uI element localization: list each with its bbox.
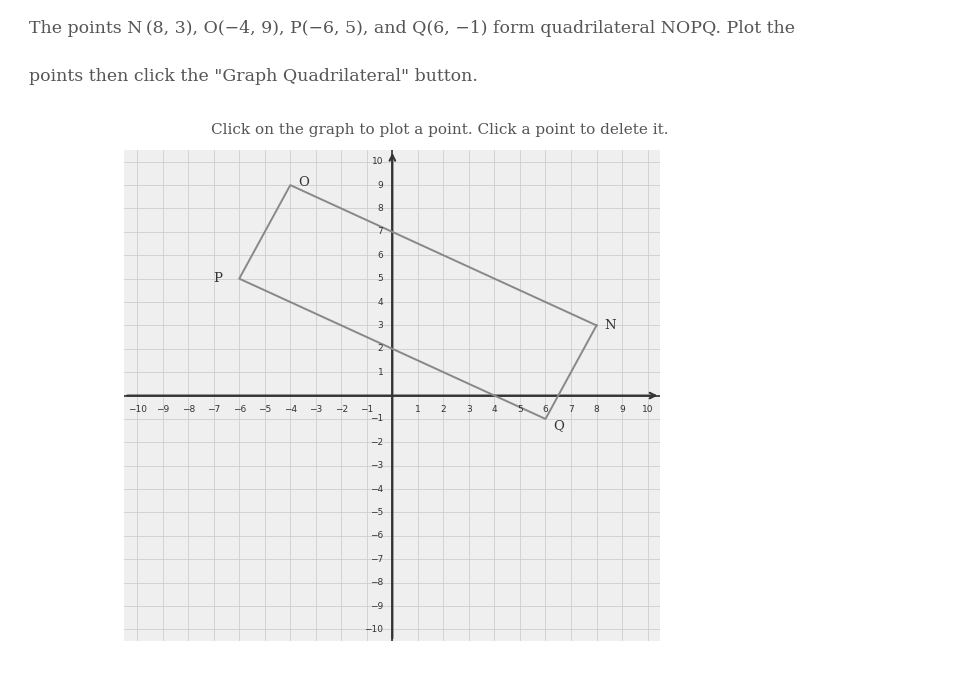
Text: Q: Q — [553, 419, 564, 432]
Text: −1: −1 — [370, 415, 384, 424]
Text: −2: −2 — [370, 438, 384, 447]
Text: −10: −10 — [127, 405, 146, 414]
Text: P: P — [213, 272, 223, 285]
Text: 8: 8 — [593, 405, 599, 414]
Text: 4: 4 — [378, 297, 384, 306]
Text: 8: 8 — [378, 204, 384, 213]
Text: −5: −5 — [370, 508, 384, 517]
Text: −8: −8 — [370, 578, 384, 587]
Text: 5: 5 — [378, 274, 384, 283]
Text: 1: 1 — [415, 405, 421, 414]
Text: −6: −6 — [370, 531, 384, 540]
Text: −1: −1 — [360, 405, 373, 414]
Text: −7: −7 — [207, 405, 220, 414]
Text: −6: −6 — [233, 405, 246, 414]
Text: 7: 7 — [378, 227, 384, 237]
Text: The points N (8, 3), O(−4, 9), P(−6, 5), and Q(6, −1) form quadrilateral NOPQ. P: The points N (8, 3), O(−4, 9), P(−6, 5),… — [29, 20, 794, 38]
Text: −5: −5 — [258, 405, 272, 414]
Text: −4: −4 — [370, 485, 384, 494]
Text: 5: 5 — [517, 405, 523, 414]
Text: −3: −3 — [309, 405, 323, 414]
Text: 7: 7 — [568, 405, 574, 414]
Text: 3: 3 — [378, 321, 384, 330]
Text: 10: 10 — [642, 405, 654, 414]
Text: 6: 6 — [378, 251, 384, 260]
Text: 3: 3 — [466, 405, 472, 414]
Text: 2: 2 — [378, 344, 384, 353]
Text: −3: −3 — [370, 461, 384, 470]
Text: −4: −4 — [283, 405, 297, 414]
Text: −7: −7 — [370, 554, 384, 564]
Text: N: N — [604, 319, 615, 332]
Text: −8: −8 — [182, 405, 195, 414]
Text: −2: −2 — [335, 405, 348, 414]
Text: 9: 9 — [378, 181, 384, 190]
Text: 9: 9 — [619, 405, 625, 414]
Text: points then click the "Graph Quadrilateral" button.: points then click the "Graph Quadrilater… — [29, 68, 478, 85]
Text: 10: 10 — [372, 158, 384, 166]
Text: 2: 2 — [440, 405, 446, 414]
Text: −10: −10 — [365, 625, 384, 634]
Text: −9: −9 — [370, 602, 384, 610]
Text: 4: 4 — [492, 405, 498, 414]
Text: −9: −9 — [156, 405, 169, 414]
Text: 6: 6 — [543, 405, 548, 414]
Text: O: O — [298, 176, 309, 190]
Text: Click on the graph to plot a point. Click a point to delete it.: Click on the graph to plot a point. Clic… — [211, 123, 668, 137]
Text: 1: 1 — [378, 368, 384, 376]
